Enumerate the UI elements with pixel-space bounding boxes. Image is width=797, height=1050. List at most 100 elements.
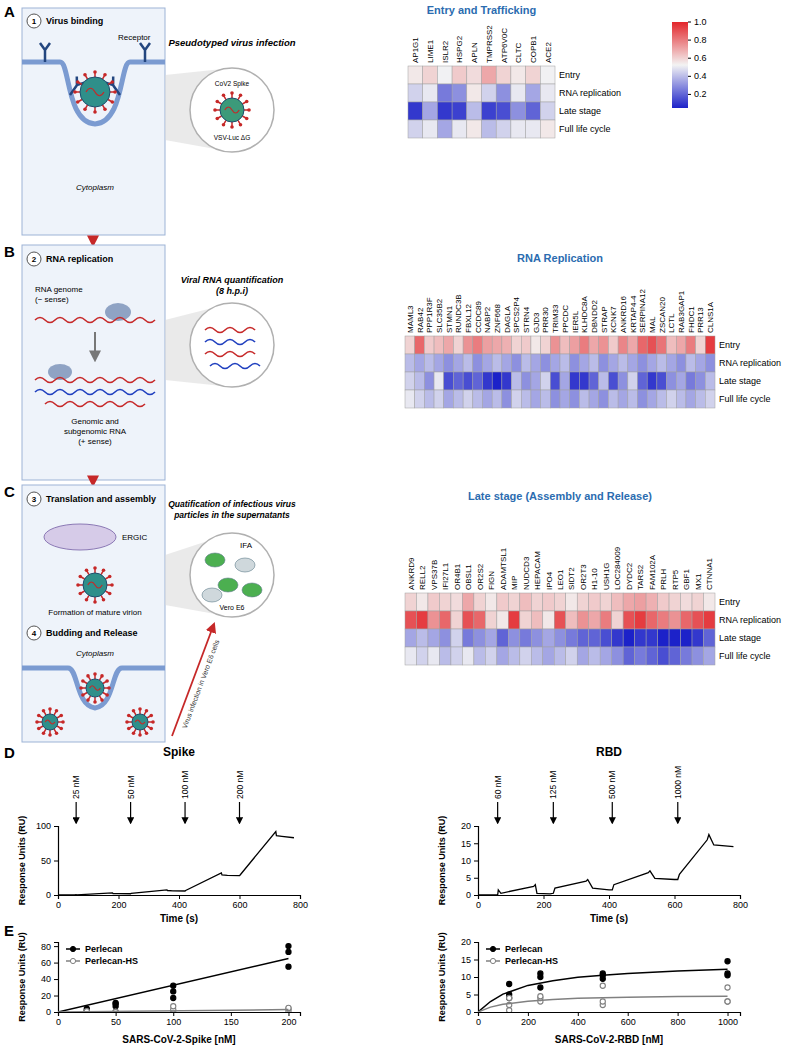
colorbar (672, 22, 688, 108)
zoom-circle (190, 68, 274, 152)
tick: 400 (172, 895, 187, 910)
column-label: USH1G (602, 562, 611, 590)
heatmap-cell (416, 593, 427, 611)
row-label: RNA replication (719, 615, 781, 625)
heatmap-cell (543, 593, 554, 611)
data-point (171, 989, 176, 994)
plot-area (478, 959, 730, 1012)
heatmap-cell (623, 629, 634, 647)
tick-mark (54, 979, 58, 980)
heatmap-cell (531, 647, 542, 665)
legend: PerlecanPerlecan-HS (66, 944, 138, 966)
column-label: DAGLA (503, 305, 512, 333)
step-badge (27, 492, 41, 506)
virus-spike-tip (222, 93, 226, 97)
row-label: RNA replication (719, 358, 781, 368)
heatmap-cell (502, 354, 512, 372)
column-label: FBXL12 (464, 304, 473, 333)
rna-strand (35, 378, 155, 383)
heatmap-title: Entry and Trafficking (427, 4, 536, 16)
flow-arrow (92, 481, 94, 485)
heatmap-cell (485, 629, 496, 647)
column-label: KLHDC8A (580, 295, 589, 333)
ergic-label: ERGIC (122, 533, 148, 542)
virus-body (220, 98, 244, 122)
tick-label: 400 (571, 1017, 586, 1027)
heatmap-cell (560, 390, 570, 408)
heatmap-cell (600, 647, 611, 665)
tick-label: 15 (461, 839, 471, 849)
colorbar-tick (688, 40, 691, 41)
column-label: OBSL1 (464, 564, 473, 590)
tick: 80 (41, 941, 58, 951)
data-point (725, 999, 730, 1004)
heatmap-cell (543, 629, 554, 647)
tick-label: 400 (172, 900, 187, 910)
virus-spike-tip (93, 70, 97, 74)
heatmap-cell (669, 647, 680, 665)
heatmap-cell (511, 102, 526, 120)
injection-label: 1000 nM (673, 766, 683, 799)
heatmap-cell (589, 372, 599, 390)
heatmap-cell (492, 336, 502, 354)
heatmap-cell (423, 120, 438, 138)
virus-body (83, 573, 107, 597)
tick-label: 200 (281, 1017, 296, 1027)
tick-label: 200 (111, 900, 126, 910)
assay-title: Quatification of infectious virus (168, 499, 296, 509)
virus-body (132, 714, 148, 730)
injection-arrow (553, 802, 554, 823)
panel-label: E (4, 922, 14, 939)
virus-spike-tip (239, 93, 243, 97)
tick-label: 800 (293, 900, 308, 910)
tick: 0 (46, 890, 58, 900)
tick: 0 (46, 1007, 58, 1017)
chart-title: Spike (163, 745, 195, 759)
stage-box (22, 8, 165, 235)
colorbar-tick (688, 58, 691, 59)
heatmap-cell (405, 354, 415, 372)
heatmap-cell (608, 336, 618, 354)
virus-spike-tip (239, 123, 243, 127)
tick: 15 (461, 839, 478, 849)
heatmap-cell (560, 372, 570, 390)
step-title: Translation and assembly (46, 494, 156, 504)
column-label: LCTL (667, 313, 676, 333)
heatmap-cell (628, 372, 638, 390)
receptor (40, 43, 50, 62)
stage-box (22, 485, 165, 742)
tick-mark (288, 1012, 289, 1016)
virus-spike-tip (245, 117, 249, 121)
heatmap-cell (428, 611, 439, 629)
heatmap-cell (646, 611, 657, 629)
heatmap-cell (444, 354, 454, 372)
virus-spike-tip (132, 709, 136, 713)
heatmap-cell (657, 336, 667, 354)
heatmap-cell (463, 372, 473, 390)
column-label: APLN (470, 42, 479, 63)
heatmap: AP1G1LIME1ISLR2HSPG2APLNTMPRSS2ATP6V0CCL… (408, 4, 707, 138)
legend-label: Perlecan (505, 944, 543, 954)
column-label: IFI27L1 (441, 562, 450, 590)
heatmap-cell (439, 629, 450, 647)
column-label: RTP5 (671, 569, 680, 590)
x-axis: 0200400600800 (56, 895, 308, 910)
heatmap-cell (667, 336, 677, 354)
column-label: LOC284009 (613, 546, 622, 590)
column-label: FIGN (487, 571, 496, 590)
column-label: SPCS2P4 (512, 296, 521, 333)
heatmap-cell (612, 611, 623, 629)
heatmap-cell (451, 611, 462, 629)
tick: 600 (621, 1012, 636, 1027)
virus-spike-tip (102, 598, 106, 602)
step-badge (27, 626, 41, 640)
heatmap-cell (405, 390, 415, 408)
data-point (507, 995, 512, 1000)
heatmap-cell (600, 593, 611, 611)
plot-area (478, 835, 733, 895)
virus-rna (225, 107, 239, 113)
heatmap-cell (526, 66, 541, 84)
heatmap-cell (473, 372, 483, 390)
heatmap-cell (623, 647, 634, 665)
zoom-circle (190, 303, 274, 387)
